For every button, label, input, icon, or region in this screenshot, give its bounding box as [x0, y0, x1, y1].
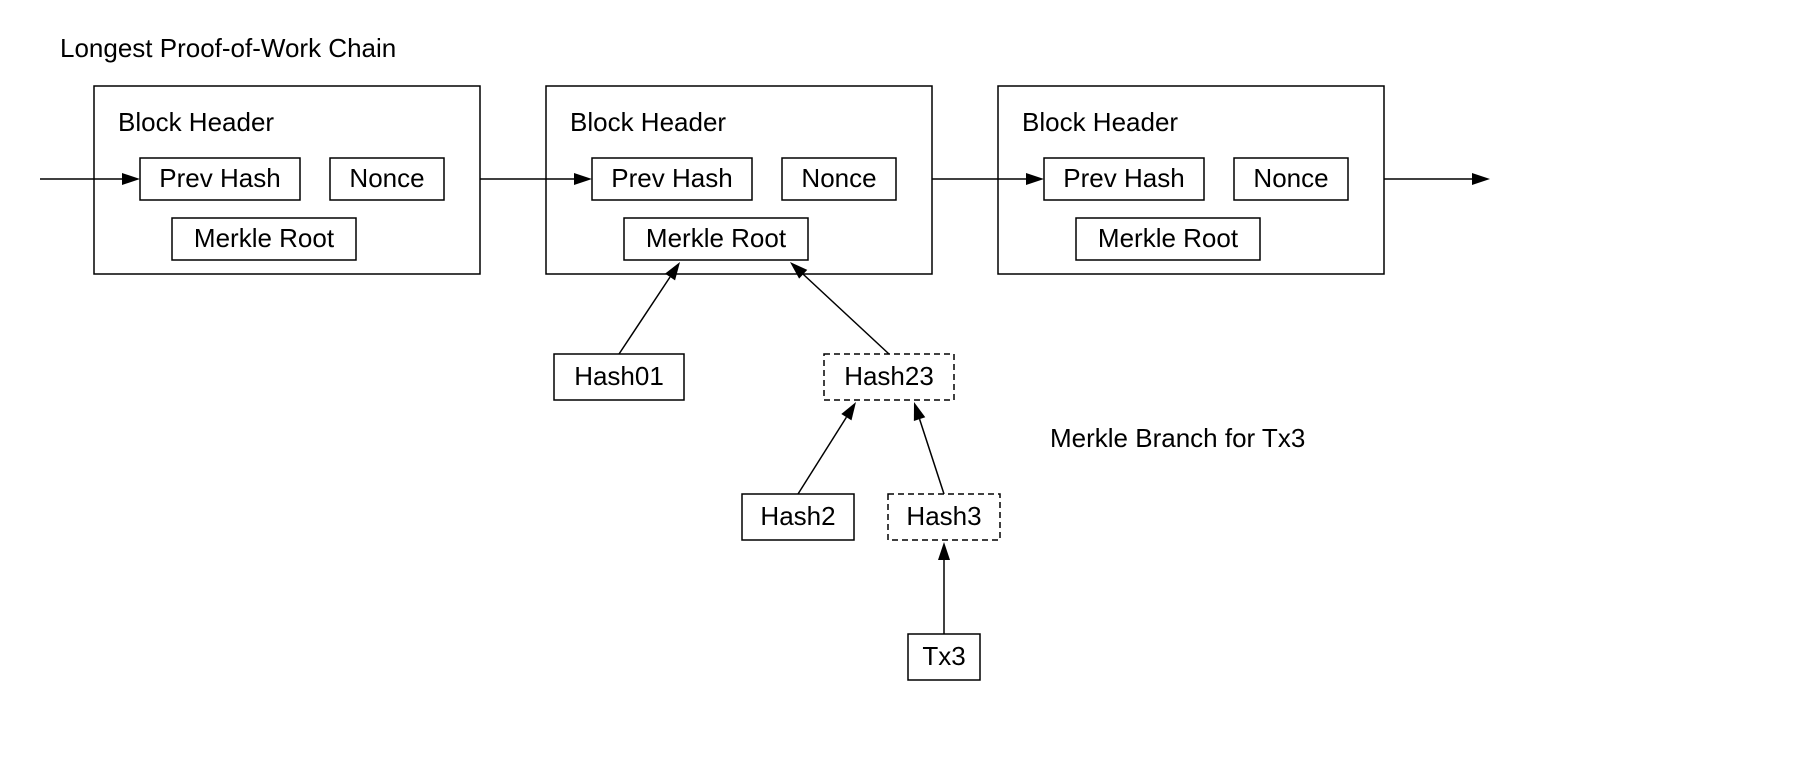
merkle-arrow-3 — [920, 419, 944, 494]
merkle-arrow-1 — [803, 274, 889, 354]
block-0-merkle-root-label: Merkle Root — [194, 223, 335, 253]
block-1-nonce-label: Nonce — [801, 163, 876, 193]
block-1-title: Block Header — [570, 107, 726, 137]
merkle-tx3-label: Tx3 — [922, 641, 965, 671]
block-0-title: Block Header — [118, 107, 274, 137]
merkle-arrow-0 — [619, 277, 670, 354]
block-2-title: Block Header — [1022, 107, 1178, 137]
merkle-arrow-4-head — [938, 542, 950, 560]
block-0-prev-hash-label: Prev Hash — [159, 163, 280, 193]
block-2-merkle-root-label: Merkle Root — [1098, 223, 1239, 253]
chain-arrow-3-head — [1472, 173, 1490, 185]
merkle-hash3-label: Hash3 — [906, 501, 981, 531]
diagram-title: Longest Proof-of-Work Chain — [60, 33, 396, 63]
merkle-hash01-label: Hash01 — [574, 361, 664, 391]
merkle-arrow-2 — [798, 417, 846, 494]
merkle-hash23-label: Hash23 — [844, 361, 934, 391]
block-1-merkle-root-label: Merkle Root — [646, 223, 787, 253]
merkle-branch-label: Merkle Branch for Tx3 — [1050, 423, 1305, 453]
block-0-nonce-label: Nonce — [349, 163, 424, 193]
merkle-hash2-label: Hash2 — [760, 501, 835, 531]
block-2-prev-hash-label: Prev Hash — [1063, 163, 1184, 193]
block-2-nonce-label: Nonce — [1253, 163, 1328, 193]
block-1-prev-hash-label: Prev Hash — [611, 163, 732, 193]
merkle-arrow-2-head — [841, 402, 856, 420]
merkle-arrow-3-head — [914, 402, 925, 421]
